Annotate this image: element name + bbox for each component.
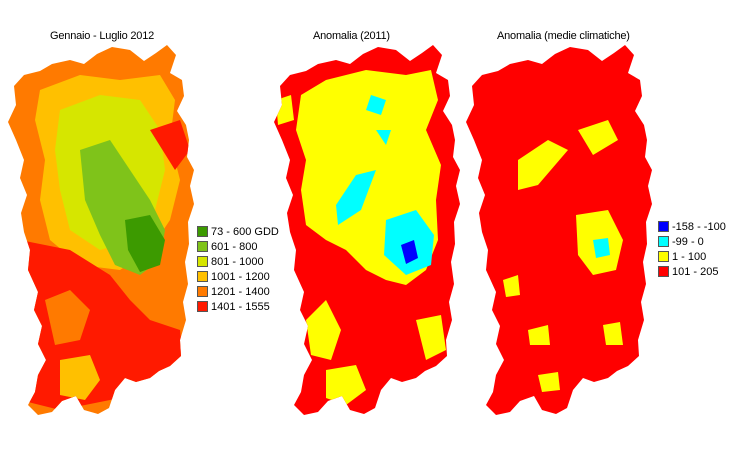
legend-label: 101 - 205: [672, 265, 719, 278]
legend-label: 1001 - 1200: [211, 270, 270, 283]
legend-item: -158 - -100: [658, 219, 726, 234]
legend-item: 1001 - 1200: [197, 269, 279, 284]
legend-swatch: [197, 226, 208, 237]
legend-swatch: [197, 271, 208, 282]
legend-label: 601 - 800: [211, 240, 258, 253]
map-anomaly-2011: [274, 45, 460, 415]
legend-gdd: 73 - 600 GDD 601 - 800 801 - 1000 1001 -…: [197, 224, 279, 314]
legend-label: 1401 - 1555: [211, 300, 270, 313]
map-anomaly-climate: [466, 45, 652, 415]
legend-swatch: [197, 256, 208, 267]
legend-item: 73 - 600 GDD: [197, 224, 279, 239]
map-gdd: [8, 45, 194, 415]
legend-item: 101 - 205: [658, 264, 726, 279]
legend-item: 601 - 800: [197, 239, 279, 254]
legend-item: 1401 - 1555: [197, 299, 279, 314]
legend-swatch: [197, 286, 208, 297]
legend-label: 801 - 1000: [211, 255, 264, 268]
legend-item: 801 - 1000: [197, 254, 279, 269]
map-title-gdd: Gennaio - Luglio 2012: [50, 30, 155, 42]
legend-label: -99 - 0: [672, 235, 704, 248]
legend-swatch: [658, 221, 669, 232]
legend-label: 73 - 600 GDD: [211, 225, 279, 238]
legend-swatch: [197, 241, 208, 252]
legend-label: 1201 - 1400: [211, 285, 270, 298]
legend-swatch: [658, 251, 669, 262]
legend-label: -158 - -100: [672, 220, 726, 233]
legend-item: 1 - 100: [658, 249, 726, 264]
legend-item: 1201 - 1400: [197, 284, 279, 299]
map-title-anomaly-2011: Anomalia (2011): [313, 30, 390, 42]
legend-item: -99 - 0: [658, 234, 726, 249]
legend-label: 1 - 100: [672, 250, 707, 263]
legend-swatch: [197, 301, 208, 312]
legend-anomaly: -158 - -100 -99 - 0 1 - 100 101 - 205: [658, 219, 726, 279]
legend-swatch: [658, 266, 669, 277]
map-title-anomaly-climate: Anomalia (medie climatiche): [497, 30, 630, 42]
legend-swatch: [658, 236, 669, 247]
